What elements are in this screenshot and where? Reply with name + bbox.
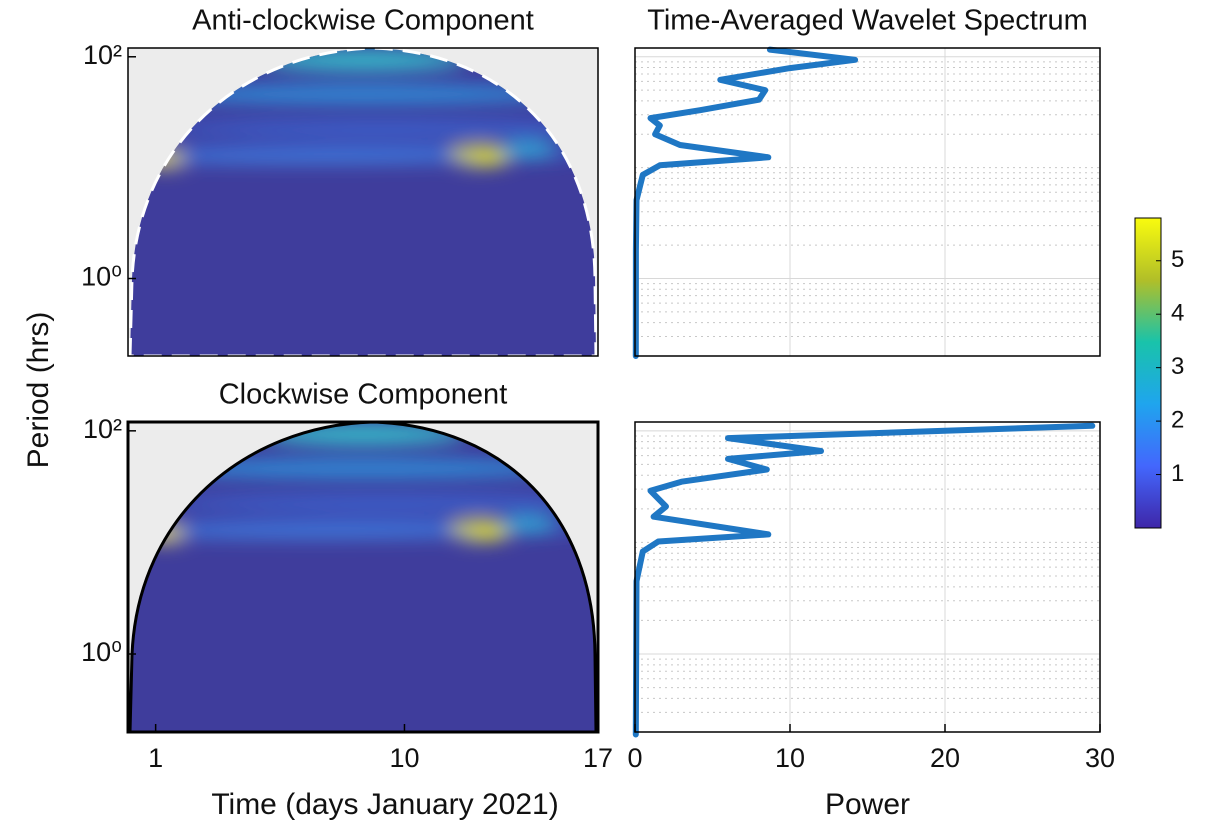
y-tick-label: 10⁰: [81, 262, 122, 292]
plot-bg: [635, 48, 1100, 356]
power-blob: [447, 145, 514, 167]
plot-bg: [635, 422, 1100, 732]
y-tick-label: 10²: [83, 40, 122, 70]
x-tick-label: 10: [389, 743, 419, 773]
plot-frame: [634, 47, 1101, 357]
y-axis-label: Period (hrs): [22, 312, 55, 469]
power-blob: [499, 515, 556, 534]
spectrum-line: [632, 46, 859, 359]
power-blob: [160, 120, 596, 136]
panel-title: Clockwise Component: [219, 379, 508, 411]
power-blob: [151, 459, 575, 478]
power-blob: [151, 154, 481, 164]
cone-of-influence: [128, 46, 598, 358]
panel-title: Anti-clockwise Component: [192, 5, 534, 37]
power-blob: [160, 494, 596, 511]
colorbar-tick-label: 1: [1171, 460, 1184, 487]
power-blob: [499, 140, 556, 159]
spectrum-line: [632, 422, 1096, 738]
colorbar-tick-label: 3: [1171, 353, 1184, 380]
power-blob: [447, 519, 514, 542]
panel-title: Time-Averaged Wavelet Spectrum: [647, 5, 1088, 37]
plot-frame: [126, 420, 600, 734]
x-axis-label: Time (days January 2021): [211, 788, 558, 821]
y-tick-label: 10²: [83, 414, 122, 444]
power-blob: [151, 528, 481, 539]
x-tick-label: 20: [930, 743, 960, 773]
x-tick-label: 0: [627, 743, 642, 773]
colorbar-tick-label: 4: [1171, 300, 1184, 327]
scalogram-blobs: [137, 423, 596, 543]
y-tick-label: 10⁰: [81, 637, 122, 667]
colorbar: [1134, 217, 1162, 529]
x-tick-label: 17: [583, 743, 613, 773]
x-tick-label: 1: [148, 743, 163, 773]
plot-frame: [634, 421, 1101, 733]
x-tick-label: 30: [1085, 743, 1115, 773]
plot-frame: [127, 47, 599, 357]
colorbar-tick-label: 5: [1171, 246, 1184, 273]
x-tick-label: 10: [775, 743, 805, 773]
power-blob: [151, 84, 575, 104]
x-axis-label: Power: [825, 788, 910, 821]
colorbar-tick-label: 2: [1171, 406, 1184, 433]
